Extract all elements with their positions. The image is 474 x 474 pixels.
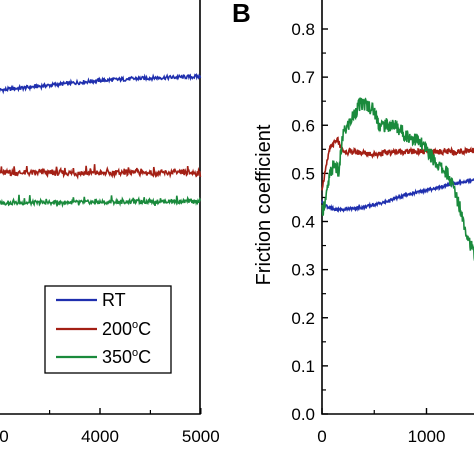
panel-a-x-tick-label: 00 (0, 427, 9, 446)
panel-b-y-tick-label: 0.6 (291, 116, 315, 135)
panel-b-y-tick-label: 0.2 (291, 309, 315, 328)
panel-b-frame (321, 0, 474, 415)
panel-b-y-tick-label: 0.3 (291, 261, 315, 280)
panel-b-series-line (321, 177, 474, 213)
legend-label-350c: 350oC (102, 347, 151, 367)
legend-label-rt: RT (102, 290, 126, 310)
panel-a-series-line (0, 72, 202, 95)
panel-b-y-tick-label: 0.1 (291, 357, 315, 376)
panel-b-y-tick-label: 0.5 (291, 164, 315, 183)
panel-a-series-line (0, 164, 202, 180)
legend-label-200c: 200oC (102, 319, 151, 339)
panel-b-series-line (321, 97, 474, 261)
panel-a-x-ticks: 00 4000 5000 (0, 408, 220, 446)
panel-b-series-line (321, 136, 474, 191)
panel-b-letter: B (232, 0, 251, 28)
panel-a-x-tick-label: 4000 (81, 427, 119, 446)
panel-b-x-ticks: 0 1000 (317, 408, 446, 446)
legend: RT 200oC 350oC (44, 285, 172, 374)
panel-b-ylabel: Friction coefficient (253, 124, 275, 285)
panel-a-series (0, 72, 202, 208)
panel-b-y-ticks: 0.0 0.1 0.2 0.3 0.4 0.5 0.6 0.7 0.8 (291, 20, 328, 424)
panel-a: 00 4000 5000 RT 200oC 350oC (0, 0, 220, 446)
panel-a-x-tick-label: 5000 (182, 427, 220, 446)
panel-b-x-tick-label: 1000 (408, 427, 446, 446)
panel-b-y-tick-label: 0.8 (291, 20, 315, 39)
panel-b-y-tick-label: 0.0 (291, 405, 315, 424)
panel-a-series-line (0, 194, 202, 208)
panel-b-y-tick-label: 0.7 (291, 68, 315, 87)
panel-b-series (321, 97, 474, 261)
panel-b-y-tick-label: 0.4 (291, 213, 315, 232)
panel-b-x-tick-label: 0 (317, 427, 326, 446)
panel-b: B Friction coefficient 0.00.10.20.30.40.… (232, 0, 474, 446)
